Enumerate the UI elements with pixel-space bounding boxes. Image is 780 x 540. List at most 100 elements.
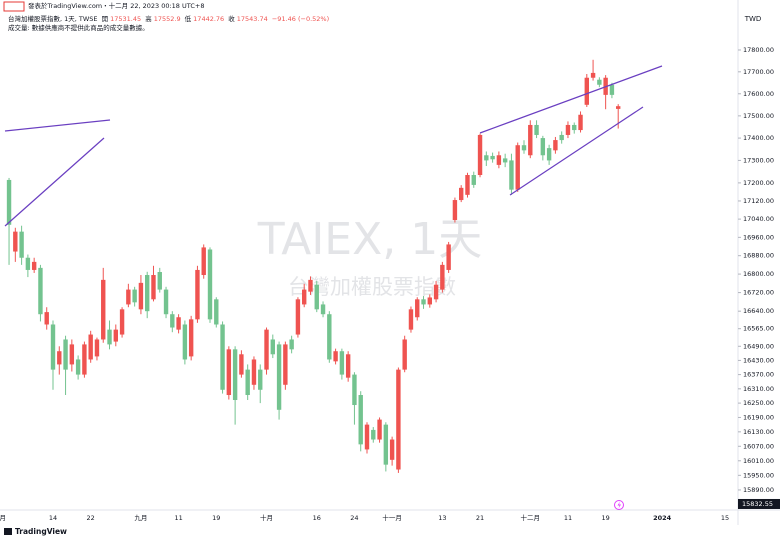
y-tick-label: 16010.00: [743, 457, 774, 465]
wedge-upper: [479, 65, 663, 134]
x-tick-label: 11: [174, 514, 182, 522]
candle-body: [352, 374, 357, 406]
candle-body: [289, 339, 294, 350]
ohlc-label: 開: [101, 15, 109, 23]
candle-body: [597, 79, 602, 85]
y-tick-label: 15890.00: [743, 486, 774, 494]
candle-body: [31, 261, 37, 270]
volume-note: 成交量: 數據供應商不提供此商品的成交量數據。: [8, 24, 149, 32]
candle-body: [220, 324, 225, 390]
candle-body: [207, 249, 213, 320]
candle-body: [226, 349, 232, 396]
candle-body: [465, 175, 470, 195]
candle-body: [38, 267, 43, 315]
candle-body: [421, 299, 426, 305]
ohlc-value: 17552.9: [153, 15, 181, 23]
ohlc-value: 17531.45: [110, 15, 142, 23]
candle-body: [408, 309, 414, 330]
candle-body: [126, 289, 131, 305]
x-tick-label: 21: [476, 514, 484, 522]
candle-body: [270, 339, 275, 355]
candle-body: [50, 324, 56, 370]
candle-body: [590, 72, 596, 78]
candle-body: [201, 247, 206, 276]
y-tick-label: 17800.00: [743, 46, 774, 54]
x-tick-label: 19: [601, 514, 609, 522]
candle-body: [578, 114, 583, 131]
trend-line: [4, 137, 105, 227]
candle-body: [163, 289, 169, 315]
x-tick-label: 2024: [653, 514, 672, 522]
candle-body: [459, 187, 464, 201]
candle-body: [176, 317, 181, 330]
candle-body: [283, 344, 288, 385]
crosshair-price-box: [738, 498, 780, 509]
candle-body: [232, 349, 238, 401]
candle-body: [113, 329, 118, 342]
candle-body: [239, 354, 244, 375]
y-tick-label: 17600.00: [743, 90, 774, 98]
x-tick-label: 14: [49, 514, 57, 522]
currency: TWD: [744, 15, 762, 23]
candle-body: [188, 319, 194, 357]
candle-body: [94, 339, 100, 357]
candle-body: [616, 106, 621, 109]
y-tick-label: 16800.00: [743, 270, 774, 278]
y-tick-label: 16370.00: [743, 371, 774, 379]
candle-body: [107, 329, 112, 345]
y-tick-label: 16430.00: [743, 356, 774, 364]
candle-body: [44, 312, 49, 325]
ohlc-value: 17442.76: [193, 15, 225, 23]
candle-body: [553, 140, 558, 151]
candle-body: [502, 158, 508, 163]
candle-body: [57, 351, 62, 365]
trend-line: [4, 119, 111, 132]
candle-body: [245, 369, 250, 396]
watermark: TAIEX, 1天: [257, 214, 482, 265]
candle-body: [327, 314, 332, 360]
y-tick-label: 16565.00: [743, 325, 774, 333]
x-tick-label: 19: [212, 514, 220, 522]
wedge-lower: [509, 106, 644, 196]
candle-body: [427, 297, 432, 305]
candle-body: [565, 124, 571, 135]
candle-body: [477, 134, 483, 176]
y-tick-label: 16190.00: [743, 413, 774, 421]
change: −91.46 (−0.52%): [271, 15, 330, 23]
y-tick-label: 17700.00: [743, 68, 774, 76]
candle-body: [452, 200, 458, 221]
candle-body: [471, 175, 476, 185]
crosshair-price: 15832.55: [742, 500, 773, 508]
candle-body: [383, 424, 389, 465]
y-tick-label: 16310.00: [743, 385, 774, 393]
y-tick-label: 17040.00: [743, 215, 774, 223]
candle-body: [19, 231, 24, 258]
candle-body: [402, 339, 407, 370]
ohlc-label: 低: [184, 15, 192, 23]
candle-body: [302, 289, 307, 305]
candle-body: [377, 419, 382, 440]
y-tick-label: 17500.00: [743, 112, 774, 120]
candle-body: [251, 359, 257, 385]
x-tick-label: 十一月: [382, 513, 402, 522]
brand: TradingView: [15, 527, 67, 536]
candle-body: [339, 351, 345, 375]
candle-body: [546, 148, 552, 161]
x-tick-label: 月: [0, 514, 6, 522]
event-icon: [614, 500, 624, 510]
candle-body: [151, 275, 156, 300]
ohlc-label: 高: [145, 15, 152, 23]
candle-body: [528, 124, 533, 156]
x-tick-label: 22: [87, 514, 95, 522]
ohlc-label: 收: [228, 15, 235, 23]
candle-body: [320, 304, 326, 315]
y-tick-label: 16130.00: [743, 428, 774, 436]
candle-body: [101, 279, 106, 340]
candle-body: [509, 160, 514, 190]
x-tick-label: 13: [438, 514, 446, 522]
y-tick-label: 16490.00: [743, 342, 774, 350]
candle-body: [490, 155, 495, 160]
candle-body: [396, 369, 401, 470]
candle-body: [214, 299, 219, 325]
